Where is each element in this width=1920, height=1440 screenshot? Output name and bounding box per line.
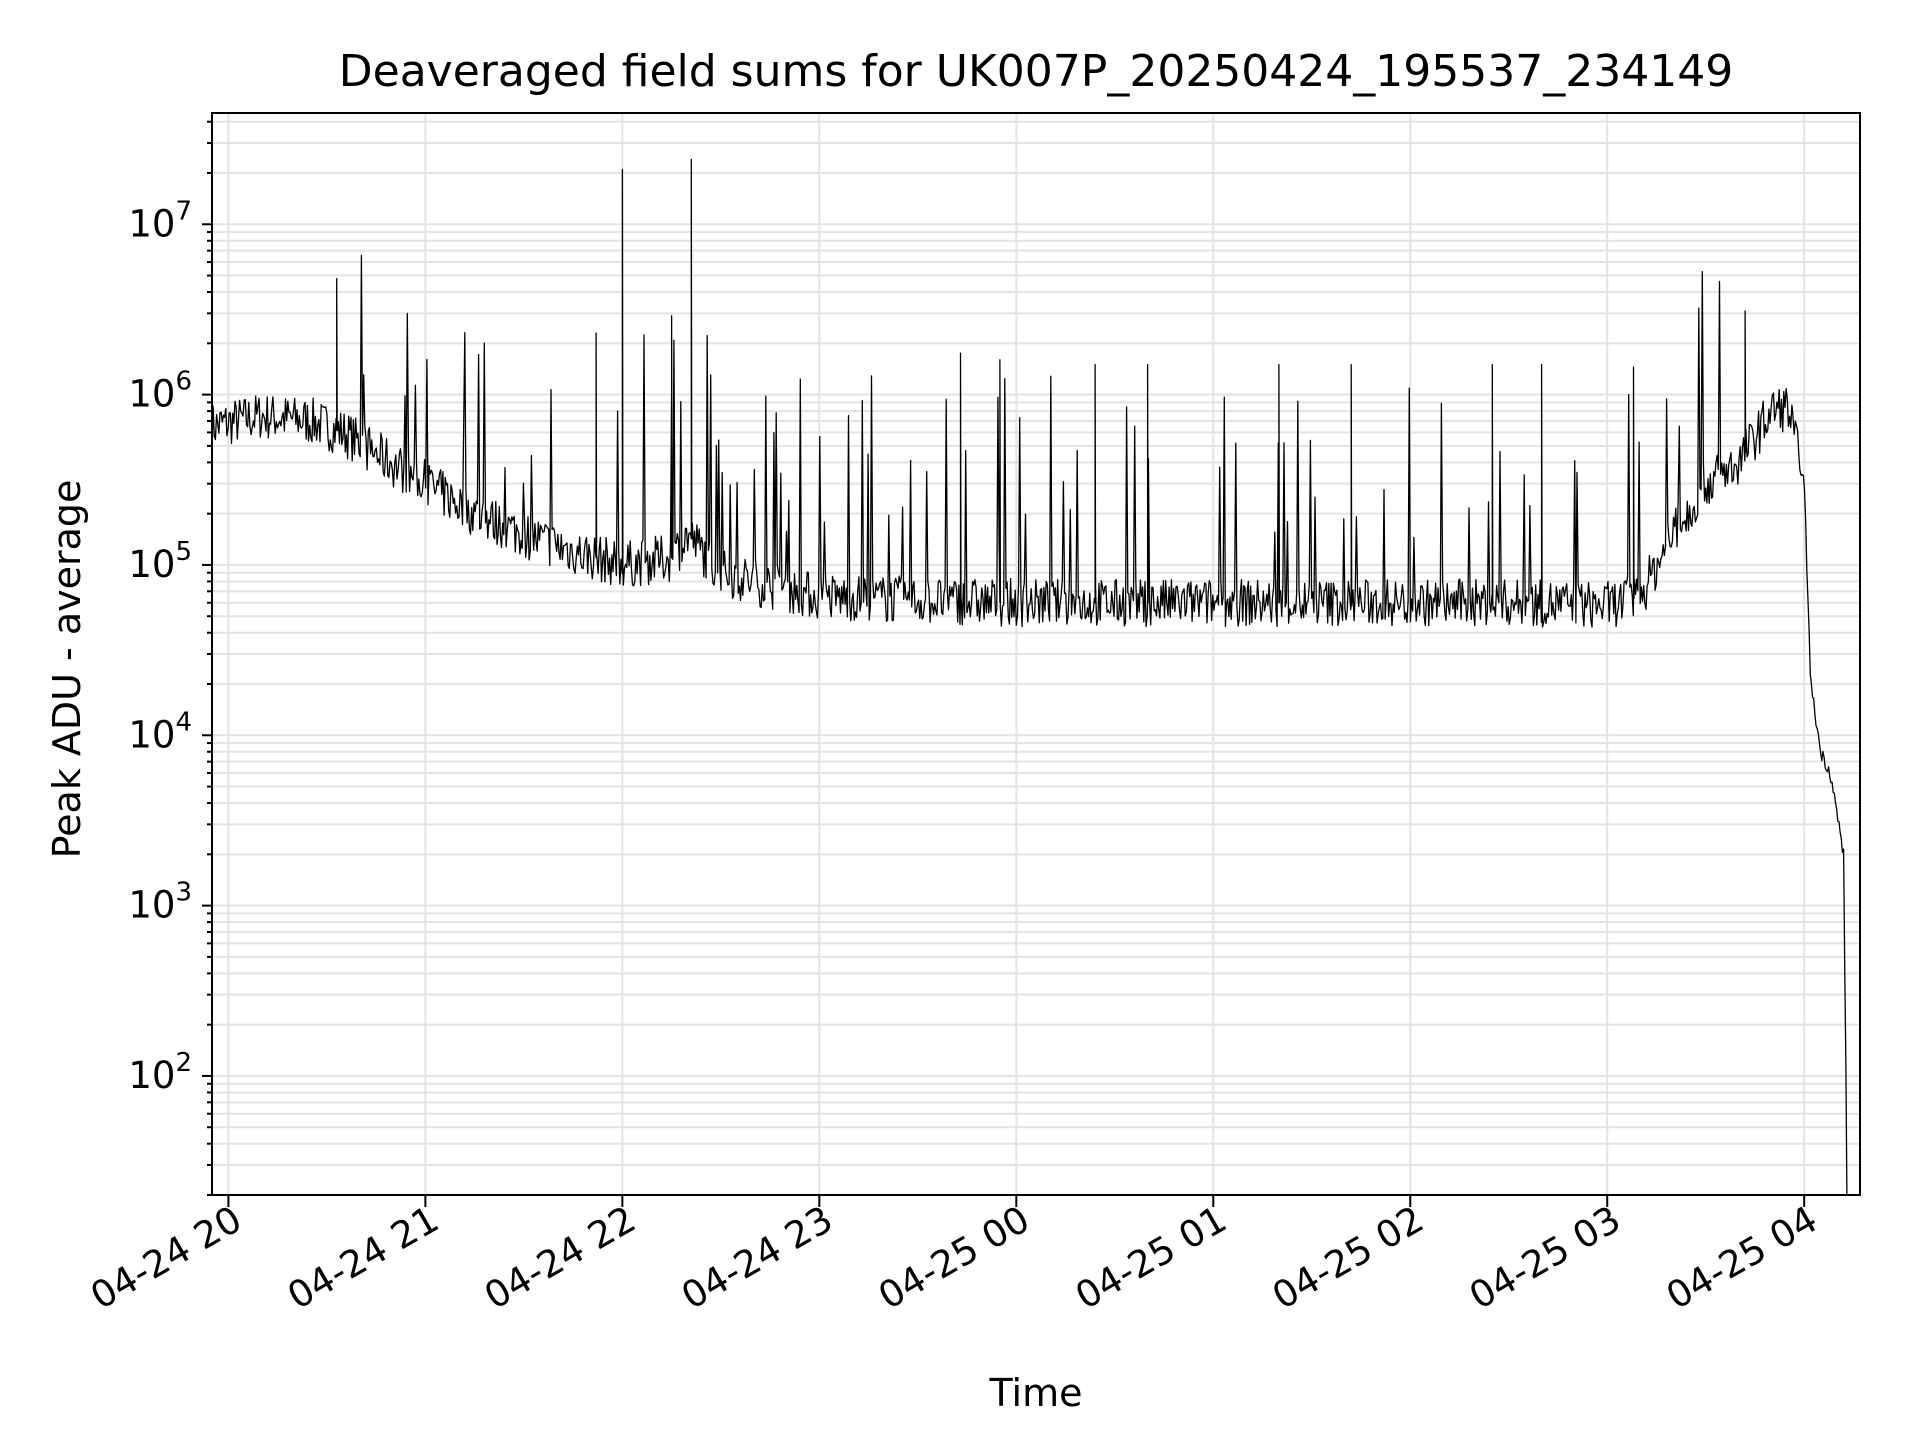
chart-title: Deaveraged field sums for UK007P_2025042…	[339, 46, 1733, 97]
x-axis-label: Time	[989, 1371, 1083, 1415]
y-tick-label: 104	[128, 707, 192, 756]
series-line	[211, 158, 1848, 1196]
y-tick-label: 106	[128, 367, 192, 416]
data-series	[211, 158, 1848, 1196]
y-tick-label: 102	[128, 1048, 192, 1097]
y-axis-label: Peak ADU - average	[45, 480, 89, 859]
y-tick-label: 107	[128, 196, 192, 245]
y-tick-label: 105	[128, 537, 192, 586]
y-tick-label: 103	[128, 878, 192, 927]
grid	[212, 113, 1860, 1196]
